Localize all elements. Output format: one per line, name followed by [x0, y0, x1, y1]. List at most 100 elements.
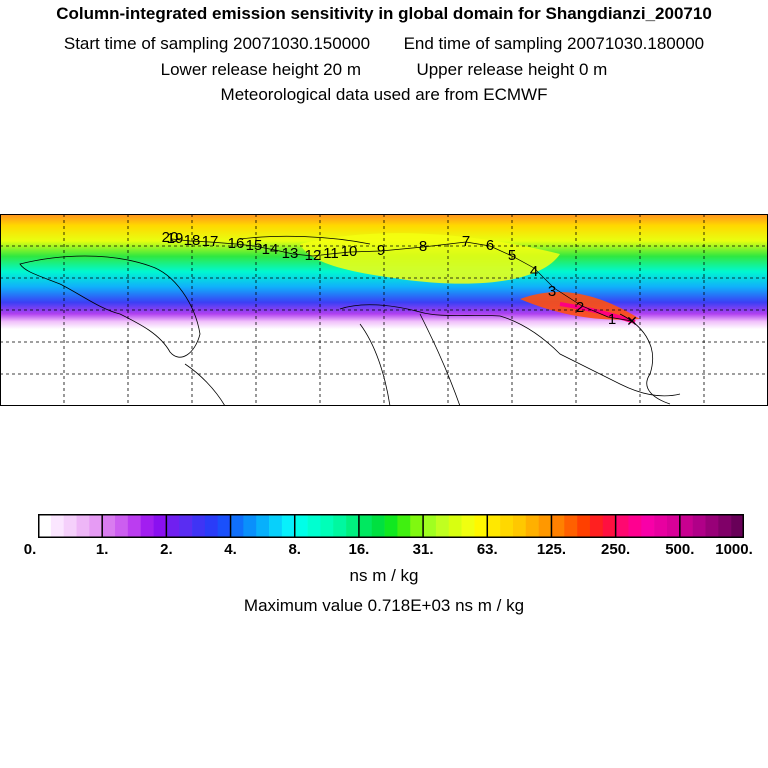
trajectory-label-8: 8: [419, 238, 427, 255]
colorbar-cell: [410, 514, 424, 538]
colorbar-cell: [666, 514, 681, 538]
end-time: End time of sampling 20071030.180000: [403, 34, 705, 53]
trajectory-label-5: 5: [508, 247, 516, 264]
colorbar-unit: ns m / kg: [349, 566, 419, 585]
colorbar-tick-label: 125.: [536, 541, 567, 558]
colorbar-cell: [589, 514, 604, 538]
trajectory-path: [171, 238, 633, 322]
release-heights: Lower release height 20 m Upper release …: [0, 60, 768, 80]
colorbar-cell: [50, 514, 64, 538]
colorbar-tick-label: 8.: [288, 541, 301, 558]
colorbar-cell: [564, 514, 578, 538]
trajectory-label-20: 20: [162, 229, 179, 246]
colorbar-cell: [551, 514, 565, 538]
colorbar-cell: [140, 514, 154, 538]
colorbar-cell: [705, 514, 719, 538]
trajectory-label-10: 10: [341, 243, 358, 260]
trajectory-label-15: 15: [246, 237, 263, 254]
colorbar-cell: [641, 514, 655, 538]
colorbar-tick-label: 16.: [348, 541, 370, 558]
trajectory-label-7: 7: [462, 233, 470, 250]
colorbar-cell: [179, 514, 193, 538]
colorbar-tick-label: 31.: [412, 541, 434, 558]
trajectory-label-2: 2: [576, 299, 584, 316]
colorbar-cell: [127, 514, 141, 538]
colorbar-cell: [435, 514, 450, 538]
colorbar-tick-label: 1.: [95, 541, 109, 558]
colorbar-cell: [525, 514, 539, 538]
colorbar: [38, 514, 744, 538]
upper-release-height: Upper release height 0 m: [416, 60, 608, 79]
colorbar-cell: [602, 514, 616, 538]
coastlines: [19, 235, 681, 406]
colorbar-cell: [204, 514, 219, 538]
figure-title: Column-integrated emission sensitivity i…: [56, 4, 712, 23]
colorbar-cell: [294, 514, 308, 538]
colorbar-cell: [166, 514, 180, 538]
colorbar-cell: [577, 514, 591, 538]
trajectory-label-3: 3: [548, 283, 556, 300]
colorbar-cell: [371, 514, 385, 538]
colorbar-cell: [628, 514, 642, 538]
colorbar-cell: [76, 514, 90, 538]
colorbar-cell: [269, 514, 283, 538]
colorbar-cell: [731, 514, 744, 538]
colorbar-cell: [89, 514, 103, 538]
maximum-value: Maximum value 0.718E+03 ns m / kg: [243, 596, 525, 615]
colorbar-cell: [692, 514, 706, 538]
colorbar-tick-label: 250.: [601, 541, 631, 558]
colorbar-cell: [474, 514, 488, 538]
met-data-source: Meteorological data used are from ECMWF: [220, 85, 548, 104]
trajectory-label-17: 17: [202, 233, 219, 250]
colorbar-tick-label: 500.: [665, 541, 695, 558]
colorbar-major-ticks: [101, 514, 681, 538]
colorbar-cell: [487, 514, 501, 538]
trajectory-label-13: 13: [282, 245, 299, 262]
colorbar-cell: [333, 514, 347, 538]
colorbar-cell: [38, 514, 52, 538]
trajectory-label-16: 16: [228, 235, 245, 252]
colorbar-cell: [448, 514, 462, 538]
colorbar-cell: [500, 514, 514, 538]
colorbar-cell: [217, 514, 231, 538]
trajectory-label-1: 1: [608, 311, 616, 328]
colorbar-cell: [192, 514, 206, 538]
release-site-marker: ✕: [626, 313, 638, 329]
colorbar-cell: [384, 514, 398, 538]
colorbar-cell: [256, 514, 270, 538]
colorbar-cell: [654, 514, 668, 538]
colorbar-cell: [512, 514, 527, 538]
trajectory-label-11: 11: [323, 245, 339, 262]
colorbar-tick-label: 1000.: [715, 541, 753, 558]
trajectory-label-6: 6: [486, 237, 494, 254]
release-plume: [559, 302, 636, 324]
colorbar-cell: [358, 514, 373, 538]
lower-release-height: Lower release height 20 m: [160, 60, 361, 79]
colorbar-cell: [718, 514, 732, 538]
trajectory-label-4: 4: [530, 263, 538, 280]
colorbar-cell: [102, 514, 116, 538]
graticule: [0, 214, 768, 406]
trajectory-label-18: 18: [184, 232, 201, 249]
colorbar-tick-label: 2.: [160, 541, 173, 558]
colorbar-cell: [115, 514, 129, 538]
start-time: Start time of sampling 20071030.150000: [63, 34, 371, 53]
colorbar-cell: [281, 514, 296, 538]
colorbar-tick-label: 0.: [23, 541, 37, 558]
colorbar-cell: [679, 514, 693, 538]
colorbar-cell: [397, 514, 411, 538]
colorbar-tick-label: 4.: [224, 541, 237, 558]
trajectory-label-14: 14: [262, 241, 279, 258]
colorbar-cell: [63, 514, 77, 538]
colorbar-cell: [461, 514, 475, 538]
colorbar-cell: [243, 514, 257, 538]
colorbar-cell: [320, 514, 334, 538]
colorbar-cell: [230, 514, 244, 538]
colorbar-cell: [615, 514, 629, 538]
colorbar-frame: [38, 514, 744, 538]
colorbar-cell: [307, 514, 321, 538]
trajectory-label-12: 12: [305, 247, 322, 264]
colorbar-tick-label: 63.: [476, 541, 498, 558]
